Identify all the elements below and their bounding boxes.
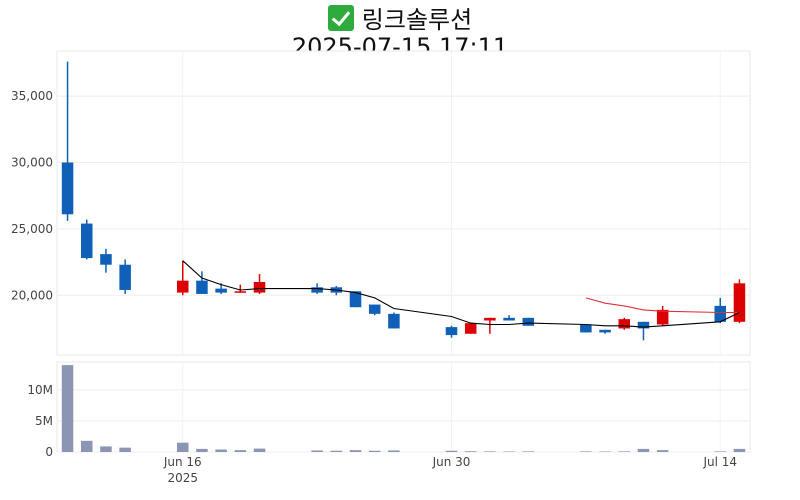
volume-bar (196, 448, 208, 452)
candle-body (503, 317, 515, 321)
volume-bar (656, 450, 669, 452)
candle-body (119, 264, 131, 290)
candle-body (234, 291, 247, 293)
candle-body (61, 162, 74, 215)
candle-body (733, 283, 746, 322)
candle-body (215, 288, 227, 293)
volume-bar (464, 451, 477, 452)
price-tick-label: 25,000 (11, 222, 53, 236)
volume-bar (714, 451, 727, 452)
volume-tick-label: 5M (35, 414, 53, 428)
volume-bar (522, 451, 535, 452)
volume-bar (637, 448, 650, 452)
price-tick-label: 30,000 (11, 156, 53, 170)
candle-body (464, 323, 477, 334)
stock-name: 링크솔루션 (361, 6, 473, 34)
candle-body (637, 321, 650, 329)
volume-bar (388, 450, 400, 452)
candle-body (80, 223, 93, 259)
x-tick-label: Jun 30 (432, 455, 471, 469)
x-tick-label: Jul 14 (702, 455, 737, 469)
volume-plot-area (56, 361, 751, 453)
volume-bar (80, 440, 93, 452)
x-tick-year-label: 2025 (167, 471, 198, 485)
volume-bar (349, 450, 362, 452)
candle-body (253, 281, 266, 293)
volume-bar (580, 451, 592, 452)
candle-body (388, 313, 400, 329)
candle-body (311, 287, 323, 293)
volume-bar (61, 365, 74, 452)
volume-bar (100, 446, 112, 452)
candle-body (445, 327, 458, 336)
volume-bar (311, 450, 323, 452)
candle-body (368, 304, 381, 314)
volume-bar (445, 450, 458, 452)
price-tick-label: 35,000 (11, 89, 53, 103)
volume-tick-label: 0 (45, 445, 53, 459)
volume-bar (215, 449, 227, 452)
volume-bar (176, 442, 189, 452)
price-tick-label: 20,000 (11, 288, 53, 302)
candle-body (714, 305, 727, 322)
candle-body (100, 254, 112, 265)
candle-body (349, 291, 362, 308)
x-tick-label: Jun 16 (163, 455, 202, 469)
volume-bar (484, 451, 496, 452)
chart-title: 링크솔루션 (0, 0, 800, 35)
volume-bar (599, 451, 611, 453)
volume-bar (330, 450, 343, 452)
candle-body (618, 319, 631, 329)
moving-average-short-line (182, 260, 740, 328)
candle-body (176, 280, 189, 293)
volume-bar (253, 448, 266, 452)
volume-tick-label: 10M (27, 383, 53, 397)
volume-bar (733, 448, 746, 452)
volume-bar (503, 451, 515, 453)
candle-body (484, 317, 496, 321)
price-plot-area (56, 50, 751, 356)
volume-bar (234, 450, 247, 452)
candle-body (522, 317, 535, 326)
check-mark-icon (327, 5, 354, 31)
volume-bar (618, 451, 631, 452)
volume-bar (368, 450, 381, 452)
candle-body (656, 309, 669, 325)
moving-average-long-line (585, 297, 740, 314)
candle-body (580, 324, 592, 333)
candle-body (196, 280, 208, 294)
candle-body (599, 329, 611, 333)
volume-bar (119, 447, 131, 452)
